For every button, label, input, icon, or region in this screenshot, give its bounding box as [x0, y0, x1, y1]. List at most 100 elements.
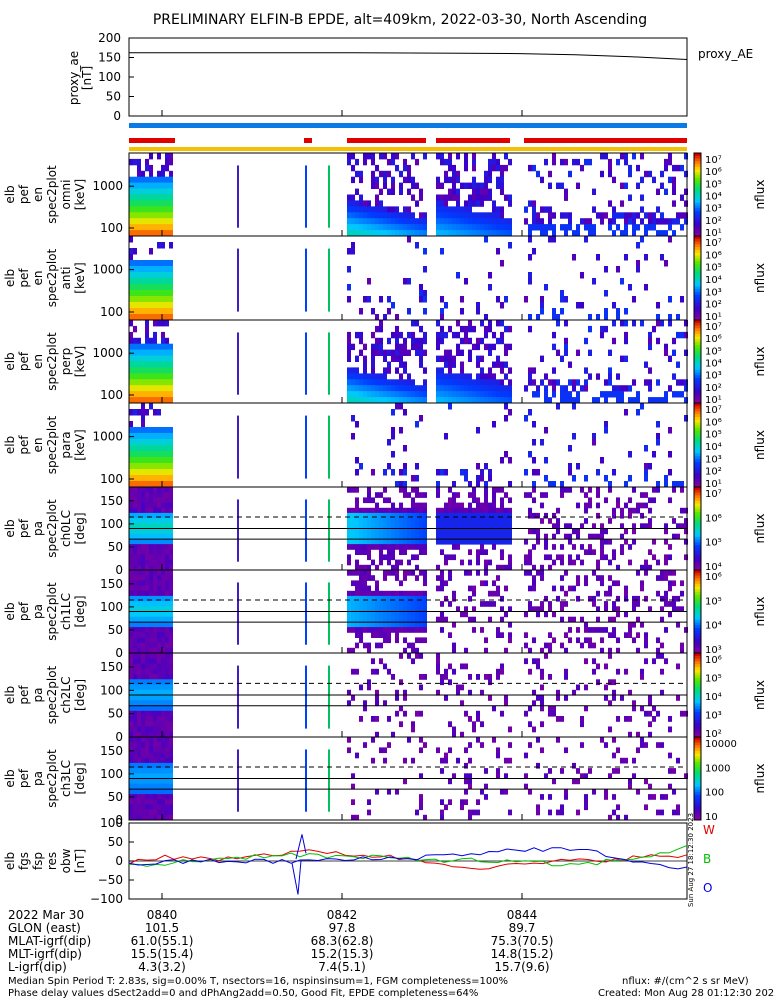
- heatmap-cell: [133, 700, 137, 707]
- colorbar-cell: [694, 227, 701, 231]
- heatmap-cell: [680, 710, 684, 717]
- heatmap-cell: [407, 331, 411, 339]
- heatmap-cell: [141, 391, 145, 398]
- heatmap-cell: [620, 320, 624, 327]
- heatmap-cell: [576, 230, 580, 237]
- heatmap-ytick: 150: [100, 494, 123, 508]
- heatmap-cell: [149, 679, 153, 686]
- science-zone-segment: [347, 138, 426, 143]
- heatmap-cell: [165, 218, 169, 225]
- colorbar-cell: [694, 439, 701, 443]
- heatmap-cell: [472, 230, 476, 237]
- colorbar-cell: [694, 391, 701, 396]
- heatmap-cell: [137, 783, 141, 790]
- heatmap-cell: [153, 528, 157, 535]
- heatmap-cell: [448, 230, 452, 237]
- heatmap-cell: [141, 606, 145, 612]
- heatmap-cell: [367, 224, 371, 231]
- heatmap-cell: [411, 218, 415, 225]
- heatmap-cell: [488, 590, 492, 597]
- heatmap-cell: [153, 451, 157, 458]
- heatmap-cell: [137, 710, 141, 717]
- heatmap-cell: [129, 487, 133, 493]
- heatmap-cell: [476, 337, 480, 345]
- heatmap-cell: [484, 647, 488, 654]
- heatmap-cell: [129, 272, 133, 279]
- heatmap-cell: [468, 523, 472, 529]
- heatmap-cell: [480, 502, 484, 509]
- heatmap-cell: [456, 492, 460, 498]
- heatmap-cell: [359, 224, 363, 231]
- heatmap-cell: [141, 783, 145, 790]
- heatmap-cell: [500, 606, 504, 612]
- colorbar-cell: [694, 317, 701, 321]
- heatmap-cell: [492, 230, 496, 237]
- heatmap-cell: [524, 658, 528, 665]
- heatmap-cell: [153, 647, 157, 654]
- heatmap-cell: [387, 230, 391, 237]
- heatmap-cell: [484, 463, 488, 470]
- heatmap-cell: [528, 164, 532, 172]
- heatmap-ylabel: [keV]: [73, 429, 87, 460]
- heatmap-cell: [137, 809, 141, 816]
- heatmap-cell: [153, 788, 157, 795]
- heatmap-cell: [444, 674, 448, 680]
- heatmap-cell: [644, 492, 648, 498]
- heatmap-cell: [423, 814, 427, 821]
- heatmap-cell: [684, 415, 688, 422]
- heatmap-cell: [419, 533, 423, 540]
- heatmap-cell: [387, 616, 391, 623]
- heatmap-cell: [444, 355, 448, 362]
- heatmap-cell: [508, 559, 512, 566]
- heatmap-cell: [141, 230, 145, 237]
- heatmap-ylabel: ch0LC: [59, 510, 73, 547]
- heatmap-cell: [351, 621, 355, 628]
- heatmap-cell: [664, 230, 668, 237]
- heatmap-cell: [460, 337, 464, 345]
- heatmap-cell: [145, 538, 149, 545]
- heatmap-cell: [161, 379, 165, 386]
- heatmap-cell: [492, 528, 496, 535]
- heatmap-cell: [407, 218, 411, 225]
- heatmap-cell: [464, 533, 468, 540]
- heatmap-cell: [500, 218, 504, 225]
- heatmap-cell: [476, 212, 480, 219]
- colorbar-cell: [694, 244, 701, 248]
- heatmap-cell: [137, 559, 141, 566]
- heatmap-cell: [415, 224, 419, 231]
- heatmap-cell: [572, 528, 576, 535]
- heatmap-cell: [137, 616, 141, 623]
- fgs-spike-down: [291, 860, 302, 895]
- heatmap-cell: [572, 559, 576, 566]
- heatmap-cell: [387, 611, 391, 618]
- heatmap-cell: [355, 497, 359, 504]
- heatmap-cell: [137, 296, 141, 303]
- heatmap-cell: [636, 616, 640, 623]
- heatmap-cell: [149, 153, 153, 160]
- heatmap-cell: [664, 397, 668, 404]
- heatmap-cell: [528, 254, 532, 261]
- heatmap-cell: [399, 721, 403, 728]
- heatmap-cell: [141, 343, 145, 351]
- heatmap-cell: [133, 512, 137, 519]
- heatmap-cell: [460, 663, 464, 670]
- heatmap-cell: [508, 621, 512, 628]
- heatmap-cell: [608, 538, 612, 545]
- heatmap-cell: [544, 653, 548, 659]
- heatmap-cell: [608, 349, 612, 356]
- heatmap-cell: [580, 616, 584, 623]
- heatmap-cell: [157, 575, 161, 581]
- heatmap-cell: [672, 188, 676, 195]
- heatmap-cell: [564, 337, 568, 345]
- heatmap-cell: [548, 212, 552, 219]
- colorbar-cell: [694, 492, 701, 496]
- heatmap-cell: [145, 290, 149, 297]
- colorbar-tick: 10⁵: [705, 430, 722, 441]
- heatmap-cell: [359, 549, 363, 555]
- heatmap-ytick: 100: [100, 600, 123, 614]
- heatmap-cell: [552, 343, 556, 351]
- heatmap-cell: [436, 373, 440, 380]
- heatmap-cell: [145, 325, 149, 333]
